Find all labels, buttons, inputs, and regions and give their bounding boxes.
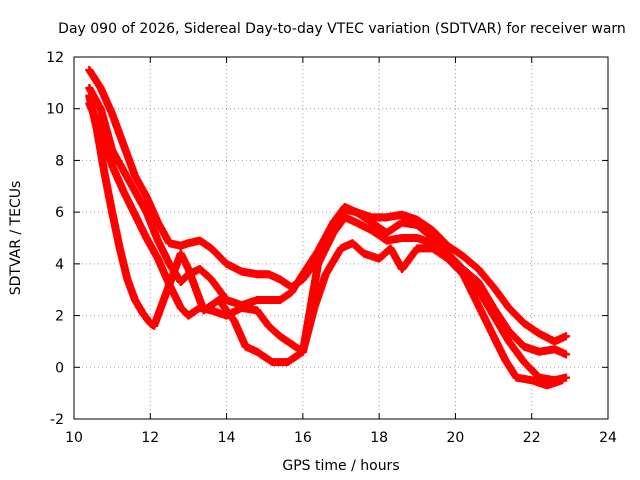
- x-tick-label: 10: [65, 430, 83, 446]
- y-tick-label: 4: [55, 257, 64, 273]
- x-tick-label: 24: [599, 430, 617, 446]
- y-tick-label: 10: [46, 102, 64, 118]
- plot-frame: [73, 56, 609, 420]
- y-tick-label: 8: [55, 153, 64, 169]
- y-tick-label: -2: [50, 412, 64, 428]
- series-track-4: [85, 91, 567, 390]
- x-tick-label: 22: [523, 430, 541, 446]
- data-point: [562, 332, 571, 341]
- x-tick-label: 14: [218, 430, 236, 446]
- y-tick-label: 12: [46, 50, 64, 66]
- x-tick-label: 16: [294, 430, 312, 446]
- plot-area: [85, 65, 571, 390]
- x-tick-label: 18: [370, 430, 388, 446]
- x-axis-label: GPS time / hours: [282, 458, 399, 474]
- y-axis-label: SDTVAR / TECUs: [8, 181, 24, 296]
- series-track-1: [85, 65, 571, 346]
- data-point: [558, 376, 567, 385]
- y-tick-label: 6: [55, 205, 64, 221]
- x-tick-label: 12: [141, 430, 159, 446]
- y-tick-label: 0: [55, 360, 64, 376]
- x-tick-label: 20: [447, 430, 465, 446]
- data-point: [562, 350, 571, 359]
- chart-title: Day 090 of 2026, Sidereal Day-to-day VTE…: [58, 21, 626, 37]
- y-tick-label: 2: [55, 309, 64, 325]
